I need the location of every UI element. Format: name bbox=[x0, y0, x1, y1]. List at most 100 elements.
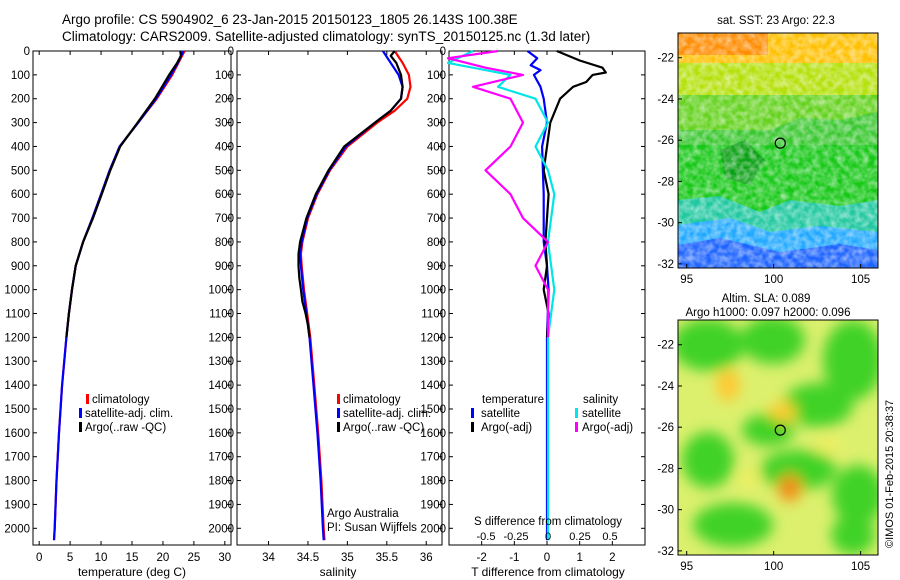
difference-series bbox=[446, 49, 607, 541]
legend-label-t-argo: Argo(-adj) bbox=[481, 422, 532, 434]
x-tick-label: 34 bbox=[262, 552, 275, 564]
depth-tick-label: 500 bbox=[11, 165, 30, 177]
depth-tick-label: 700 bbox=[215, 213, 234, 225]
sla-map-title-line1: Altim. SLA: 0.089 bbox=[722, 293, 811, 305]
depth-tick-label: 1200 bbox=[420, 332, 446, 344]
depth-tick-label: 200 bbox=[215, 94, 234, 106]
depth-tick-label: 1600 bbox=[4, 428, 30, 440]
depth-tick-label: 2000 bbox=[208, 523, 234, 535]
sla-map-frame bbox=[677, 319, 879, 556]
s-tick-0: 0 bbox=[545, 531, 551, 543]
depth-tick-label: 400 bbox=[215, 141, 234, 153]
depth-tick-label: 0 bbox=[440, 46, 446, 58]
depth-tick-label: 300 bbox=[215, 118, 234, 130]
salinity-series bbox=[297, 50, 412, 541]
salinity-x-label: salinity bbox=[320, 565, 357, 579]
temperature-depth-ticks: 0100200300400500600700800900100011001200… bbox=[4, 46, 231, 535]
difference-panel: 0100200300400500600700800900100011001200… bbox=[420, 46, 646, 579]
legend-swatch-t-satellite bbox=[471, 408, 474, 418]
depth-tick-label: 400 bbox=[11, 141, 30, 153]
s-difference-label: S difference from climatology bbox=[474, 516, 622, 528]
x-tick-label: 25 bbox=[187, 552, 200, 564]
depth-tick-label: 1300 bbox=[420, 356, 446, 368]
series-line-argo-raw-qc bbox=[65, 50, 182, 338]
sla-argo-location-marker bbox=[774, 424, 786, 436]
x-tick-label: 2 bbox=[609, 552, 615, 564]
sla-map-title-line2: Argo h1000: 0.097 h2000: 0.096 bbox=[686, 307, 851, 319]
depth-tick-label: 200 bbox=[427, 94, 446, 106]
depth-tick-label: 200 bbox=[11, 94, 30, 106]
map-x-tick-label: 95 bbox=[680, 561, 693, 573]
map-y-tick-label: -24 bbox=[657, 94, 674, 106]
depth-tick-label: 1600 bbox=[420, 428, 446, 440]
series-line-temperature-argo-adj bbox=[542, 49, 607, 338]
x-tick-label: -2 bbox=[477, 552, 487, 564]
depth-tick-label: 1500 bbox=[208, 404, 234, 416]
legend-swatch-argo bbox=[337, 422, 340, 432]
depth-tick-label: 2000 bbox=[4, 523, 30, 535]
figure-title-line2: Climatology: CARS2009. Satellite-adjuste… bbox=[62, 29, 590, 44]
difference-depth-ticks: 0 100 200 300 400 500 600 700 800 900 1000 1100 1200… bbox=[420, 46, 645, 535]
map-y-tick-label: -32 bbox=[657, 546, 674, 558]
depth-tick-label: 300 bbox=[427, 118, 446, 130]
depth-tick-label: 1000 bbox=[4, 285, 30, 297]
x-tick-label: 5 bbox=[67, 552, 73, 564]
depth-tick-label: 1700 bbox=[208, 452, 234, 464]
temperature-axes-box bbox=[32, 50, 232, 546]
legend-label-climatology: climatology bbox=[343, 394, 401, 406]
difference-x-ticks: -2 -1 0 1 2 bbox=[477, 51, 616, 564]
temperature-x-label: temperature (deg C) bbox=[78, 565, 186, 579]
difference-legend: temperature satellite Argo(-adj) salinit… bbox=[471, 394, 633, 434]
depth-tick-label: 500 bbox=[215, 165, 234, 177]
depth-tick-label: 1800 bbox=[208, 476, 234, 488]
depth-tick-label: 500 bbox=[427, 165, 446, 177]
depth-tick-label: 1400 bbox=[4, 380, 30, 392]
depth-tick-label: 1600 bbox=[208, 428, 234, 440]
temperature-x-ticks: 0 5 10 15 20 25 30 bbox=[36, 51, 231, 564]
depth-tick-label: 0 bbox=[24, 46, 30, 58]
x-tick-label: 10 bbox=[95, 552, 108, 564]
legend-label-argo: Argo(..raw -QC) bbox=[85, 422, 166, 434]
sst-map-frame bbox=[677, 32, 879, 269]
salinity-x-ticks: 34 34.5 35 35.5 36 bbox=[262, 51, 433, 564]
sst-argo-location-marker bbox=[774, 137, 786, 149]
depth-tick-label: 100 bbox=[11, 70, 30, 82]
depth-tick-label: 900 bbox=[215, 261, 234, 273]
x-tick-label: 34.5 bbox=[297, 552, 319, 564]
x-tick-label: 36 bbox=[420, 552, 433, 564]
series-line-salinity-argo-adj bbox=[446, 49, 550, 338]
depth-tick-label: 800 bbox=[215, 237, 234, 249]
depth-tick-label: 700 bbox=[427, 213, 446, 225]
map-x-tick-label: 105 bbox=[851, 274, 870, 286]
t-difference-x-label: T difference from climatology bbox=[471, 565, 625, 579]
depth-tick-label: 1500 bbox=[4, 404, 30, 416]
sla-map-field bbox=[678, 320, 878, 555]
map-y-tick-label: -30 bbox=[657, 218, 674, 230]
depth-tick-label: 1300 bbox=[208, 356, 234, 368]
depth-tick-label: 1900 bbox=[4, 499, 30, 511]
pi-label: PI: Susan Wijffels bbox=[327, 522, 417, 534]
s-difference-ticks: -0.5 -0.25 0 0.25 0.5 bbox=[477, 531, 618, 543]
temperature-legend: climatology satellite-adj. clim. Argo(..… bbox=[79, 394, 173, 434]
x-tick-label: 0 bbox=[544, 552, 550, 564]
temperature-series bbox=[52, 50, 186, 541]
depth-tick-label: 900 bbox=[427, 261, 446, 273]
legend-swatch-argo bbox=[79, 422, 82, 432]
depth-tick-label: 1200 bbox=[208, 332, 234, 344]
legend-label-satellite-adj: satellite-adj. clim. bbox=[85, 408, 173, 420]
depth-tick-label: 100 bbox=[427, 70, 446, 82]
sst-map-panel: sat. SST: 23 Argo: 22.3 95 100 105 -22 -24 -2… bbox=[657, 15, 879, 286]
depth-tick-label: 1400 bbox=[208, 380, 234, 392]
depth-tick-label: 0 bbox=[228, 46, 234, 58]
depth-tick-label: 1700 bbox=[4, 452, 30, 464]
map-x-tick-label: 105 bbox=[851, 561, 870, 573]
legend-swatch-climatology bbox=[86, 394, 89, 404]
s-tick-neg-0-25: -0.25 bbox=[503, 531, 528, 543]
depth-tick-label: 1100 bbox=[209, 309, 234, 321]
depth-tick-label: 1900 bbox=[420, 499, 446, 511]
sst-map-field bbox=[678, 33, 878, 268]
depth-tick-label: 1800 bbox=[420, 476, 446, 488]
x-tick-label: 30 bbox=[218, 552, 231, 564]
depth-tick-label: 1500 bbox=[420, 404, 446, 416]
